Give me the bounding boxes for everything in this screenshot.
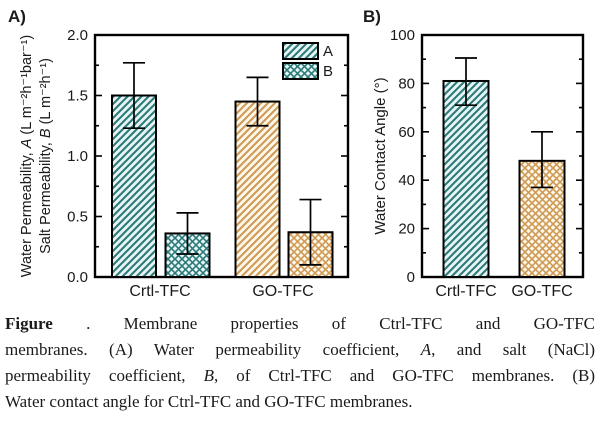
- caption-line-2: membranes. (A) Water permeability coeffi…: [5, 337, 595, 363]
- error-bar: [299, 198, 322, 266]
- caption-text: membranes. (A) Water permeability coeffi…: [5, 340, 421, 359]
- x-category-label: GO-TFC: [511, 283, 572, 300]
- y-axis-label: Salt Permeability, B (L m⁻²h⁻¹): [38, 58, 54, 254]
- y-tick-label: 80: [398, 75, 415, 92]
- error-bar: [176, 212, 199, 255]
- figure-charts: A) 0.0 0.5 1.0 1.5 2.0 Water Permeability, A (…: [8, 7, 585, 300]
- y-axis-label: Water Permeability, A (L m⁻²h⁻¹bar⁻¹): [19, 35, 35, 277]
- caption-line-3: permeability coefficient, B, of Ctrl-TFC…: [5, 363, 595, 389]
- y-tick-label: 60: [398, 124, 415, 141]
- caption-italic-a: A: [420, 340, 432, 359]
- x-category-label: Crtl-TFC: [129, 283, 190, 300]
- y-axis-ticks: 0 20 40 60 80 100: [390, 27, 583, 286]
- caption-text: . Membrane properties of Ctrl-TFC and GO…: [52, 314, 595, 333]
- y-axis-ticks: 0.0 0.5 1.0 1.5 2.0: [67, 27, 348, 286]
- caption-text: , and salt (NaCl): [431, 340, 595, 359]
- error-bar: [246, 76, 269, 127]
- legend-label: B: [323, 63, 333, 80]
- bar-crtl-tfc-a: [111, 94, 157, 278]
- legend-label: A: [323, 43, 333, 60]
- bar-go-tfc-a: [234, 100, 281, 278]
- y-tick-label: 20: [398, 221, 415, 238]
- panel-b-chart: B) 0 20 40 60 80 100 Water Contact Angle (°) Crt…: [363, 7, 585, 300]
- caption-text: permeability coefficient,: [5, 366, 204, 385]
- y-tick-label: 0.5: [67, 209, 88, 226]
- legend-swatch-a: [282, 42, 319, 60]
- bar-crtl-tfc-value: [442, 79, 490, 279]
- panel-a-chart: A) 0.0 0.5 1.0 1.5 2.0 Water Permeability, A (…: [8, 7, 350, 300]
- caption-line-4: Water contact angle for Ctrl-TFC and GO-…: [5, 389, 595, 415]
- y-tick-label: 1.5: [67, 88, 88, 105]
- caption-italic-b: B: [203, 366, 214, 385]
- x-category-label: Crtl-TFC: [435, 283, 496, 300]
- panel-b-label: B): [363, 7, 381, 26]
- y-tick-label: 0.0: [67, 269, 88, 286]
- legend: AB: [282, 42, 333, 80]
- x-category-label: GO-TFC: [252, 283, 313, 300]
- y-tick-label: 1.0: [67, 148, 88, 165]
- y-tick-label: 0: [407, 269, 415, 286]
- caption-text: , of Ctrl-TFC and GO-TFC membranes. (B): [213, 366, 596, 385]
- panel-a-label: A): [8, 7, 26, 26]
- figure-caption: Figure . Membrane properties of Ctrl-TFC…: [5, 311, 595, 415]
- error-bar: [123, 61, 145, 130]
- error-bar: [531, 130, 553, 189]
- y-tick-label: 100: [390, 27, 415, 44]
- error-bar: [455, 57, 477, 107]
- y-tick-label: 2.0: [67, 27, 88, 44]
- caption-line-1: Figure . Membrane properties of Ctrl-TFC…: [5, 311, 595, 337]
- legend-swatch-b: [282, 62, 319, 80]
- y-axis-label: Water Contact Angle (°): [372, 77, 389, 234]
- caption-figure-word: Figure: [5, 314, 53, 333]
- caption-text: Water contact angle for Ctrl-TFC and GO-…: [5, 392, 413, 411]
- y-tick-label: 40: [398, 172, 415, 189]
